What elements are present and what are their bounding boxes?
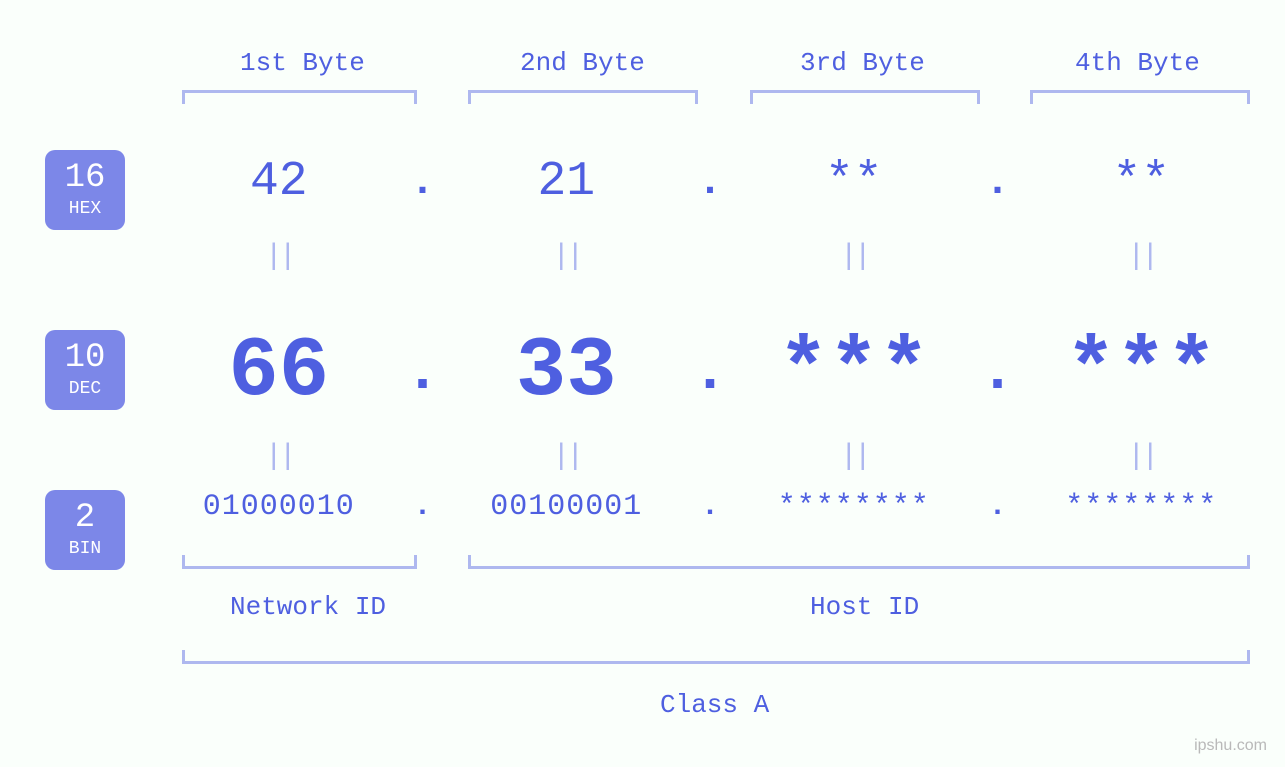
class-bracket bbox=[182, 650, 1250, 664]
equals-icon: || bbox=[155, 240, 403, 274]
bin-byte-3: ******** bbox=[730, 490, 978, 524]
dec-byte-2: 33 bbox=[443, 325, 691, 420]
bin-row: 01000010 . 00100001 . ******** . *******… bbox=[155, 490, 1265, 524]
top-bracket-4 bbox=[1030, 90, 1250, 104]
network-id-label: Network ID bbox=[230, 592, 386, 622]
class-label: Class A bbox=[660, 690, 769, 720]
equals-icon: || bbox=[443, 240, 691, 274]
hex-byte-1: 42 bbox=[155, 155, 403, 209]
dot: . bbox=[690, 158, 730, 206]
equals-icon: || bbox=[155, 440, 403, 474]
equals-icon: || bbox=[1018, 440, 1266, 474]
dot: . bbox=[978, 339, 1018, 407]
equals-row-1: || || || || bbox=[155, 240, 1265, 274]
byte-header-1: 1st Byte bbox=[240, 48, 365, 78]
bin-byte-1: 01000010 bbox=[155, 490, 403, 524]
equals-icon: || bbox=[1018, 240, 1266, 274]
badge-bin-txt: BIN bbox=[45, 540, 125, 560]
dot: . bbox=[403, 339, 443, 407]
badge-hex-txt: HEX bbox=[45, 200, 125, 220]
bin-byte-2: 00100001 bbox=[443, 490, 691, 524]
top-bracket-3 bbox=[750, 90, 980, 104]
equals-icon: || bbox=[730, 240, 978, 274]
dot: . bbox=[690, 490, 730, 524]
dec-byte-1: 66 bbox=[155, 325, 403, 420]
dec-byte-4: *** bbox=[1018, 325, 1266, 420]
host-id-bracket bbox=[468, 555, 1250, 569]
badge-bin: 2 BIN bbox=[45, 490, 125, 570]
dot: . bbox=[690, 339, 730, 407]
host-id-label: Host ID bbox=[810, 592, 919, 622]
byte-header-4: 4th Byte bbox=[1075, 48, 1200, 78]
hex-byte-3: ** bbox=[730, 155, 978, 209]
dot: . bbox=[978, 158, 1018, 206]
dot: . bbox=[403, 490, 443, 524]
hex-byte-2: 21 bbox=[443, 155, 691, 209]
equals-icon: || bbox=[443, 440, 691, 474]
top-bracket-2 bbox=[468, 90, 698, 104]
badge-dec-num: 10 bbox=[45, 340, 125, 377]
dec-row: 66 . 33 . *** . *** bbox=[155, 325, 1265, 420]
equals-row-2: || || || || bbox=[155, 440, 1265, 474]
badge-bin-num: 2 bbox=[45, 500, 125, 537]
byte-header-3: 3rd Byte bbox=[800, 48, 925, 78]
watermark: ipshu.com bbox=[1194, 737, 1267, 755]
dec-byte-3: *** bbox=[730, 325, 978, 420]
badge-hex: 16 HEX bbox=[45, 150, 125, 230]
equals-icon: || bbox=[730, 440, 978, 474]
badge-hex-num: 16 bbox=[45, 160, 125, 197]
hex-byte-4: ** bbox=[1018, 155, 1266, 209]
badge-dec-txt: DEC bbox=[45, 380, 125, 400]
byte-header-2: 2nd Byte bbox=[520, 48, 645, 78]
dot: . bbox=[403, 158, 443, 206]
badge-dec: 10 DEC bbox=[45, 330, 125, 410]
hex-row: 42 . 21 . ** . ** bbox=[155, 155, 1265, 209]
network-id-bracket bbox=[182, 555, 417, 569]
bin-byte-4: ******** bbox=[1018, 490, 1266, 524]
dot: . bbox=[978, 490, 1018, 524]
top-bracket-1 bbox=[182, 90, 417, 104]
ip-diagram: 1st Byte 2nd Byte 3rd Byte 4th Byte 16 H… bbox=[0, 0, 1285, 767]
